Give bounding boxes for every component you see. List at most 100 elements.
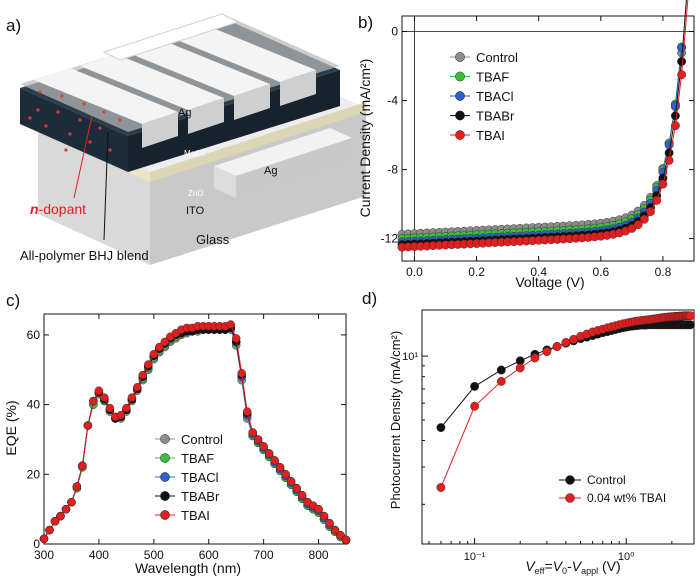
data-point-tbai [50, 517, 60, 526]
legend-marker-tbacl [455, 91, 465, 101]
x-tick-label: 0.6 [592, 265, 609, 279]
legend-label-tbai: TBAI [181, 508, 210, 523]
dopant-dot [68, 132, 72, 136]
y-tick-label: -12 [381, 232, 399, 246]
legend-marker-tbai [455, 130, 465, 140]
legend-label-tbacl: TBACl [476, 89, 514, 104]
data-point-tbai [83, 421, 93, 430]
data-point-tbai [144, 360, 153, 369]
legend-marker-tbabr [455, 110, 465, 121]
ito-layer-side [150, 102, 366, 182]
dopant-dot [78, 118, 82, 122]
y-tick-label: 10¹ [402, 351, 418, 363]
label-n-dopant-suffix: -dopant [39, 201, 87, 217]
legend-label-tbabr: TBABr [476, 109, 515, 124]
x-tick-label: 0.4 [530, 265, 547, 279]
legend-label-control: Control [587, 473, 626, 487]
eqe-chart: 300 400 500 600 700 800 0 20 40 60 Control TBAF TBA… [3, 313, 351, 576]
data-point-tbai [314, 505, 323, 514]
data-point-tbai [226, 320, 235, 329]
data-point-tbai [133, 383, 142, 392]
data-point-tbai [275, 463, 285, 472]
data-point-tbai [253, 435, 263, 444]
data-point-0-04-wt-tbai [515, 363, 525, 373]
label-n-dopant: n-dopant [30, 201, 86, 217]
photocurrent-chart-ylabel: Photocurrent Density (mA/cm²) [388, 331, 403, 509]
legend-label-tbai: TBAI [476, 128, 505, 143]
data-point-tbai [292, 484, 301, 493]
jv-chart-ylabel: Current Density (mA/cm²) [357, 59, 373, 218]
data-point-0-04-wt-tbai [496, 376, 506, 386]
legend-label-tbacl: TBACl [181, 470, 219, 485]
legend-marker-tbacl [160, 472, 170, 482]
jv-chart: 0.0 0.2 0.4 0.6 0.8 0 -4 -8 -12 Control TBAF TBACl… [357, 0, 695, 290]
panel-letter-b: b) [358, 13, 373, 32]
data-point-tbai [242, 407, 252, 416]
data-point-tbabr [671, 111, 680, 121]
y-tick-label: 60 [27, 328, 41, 342]
ag-bar-2-front [188, 98, 224, 134]
data-point-tbabr [664, 148, 674, 158]
ag-side-electrode-front [214, 166, 236, 198]
data-point-tbai [138, 370, 148, 380]
x-tick-label: 300 [34, 548, 54, 562]
y-tick-label: -8 [387, 163, 398, 177]
data-point-tbai [325, 518, 334, 528]
data-point-tbai [237, 369, 246, 378]
device-schematic: Ag MoOx ZnO Ag ITO Glass n-dopant All-po… [20, 13, 366, 265]
xlabel-eff: eff [535, 566, 545, 576]
x-tick-label: 0.2 [468, 265, 485, 279]
ag-bar-4 [172, 26, 316, 82]
ag-bar-1-front [142, 112, 178, 148]
ag-bar-3 [126, 40, 270, 96]
data-point-tbai [39, 534, 49, 543]
data-point-tbai [56, 511, 65, 521]
legend-marker-tbaf [455, 71, 465, 82]
xlabel-minus: - [567, 558, 572, 574]
jv-chart-xlabel: Voltage (V) [515, 274, 584, 290]
x-tick-label: 500 [144, 548, 164, 562]
data-point-tbai [330, 525, 340, 535]
x-tick-label: 800 [309, 548, 329, 562]
data-point-tbai [149, 349, 159, 359]
active-layer-front [20, 88, 128, 172]
data-point-control [470, 381, 479, 391]
pointer-n-dopant [73, 115, 93, 199]
data-point-tbai [160, 337, 170, 347]
label-moox: MoOx [184, 149, 205, 158]
xlabel-v0: V [553, 558, 564, 574]
dopant-dot [82, 102, 86, 106]
data-point-tbai [336, 531, 345, 540]
panel-letter-c: c) [6, 291, 20, 310]
y-tick-label: 20 [27, 467, 41, 481]
y-tick-label: 0 [33, 537, 40, 551]
photocurrent-chart-series [436, 311, 695, 492]
dopant-dot [88, 140, 92, 144]
data-point-tbai [248, 428, 257, 437]
eqe-chart-legend: Control TBAF TBACl TBABr TBAI [155, 432, 223, 523]
data-point-tbai [61, 505, 71, 514]
data-point-0-04-wt-tbai [530, 353, 540, 363]
label-n-dopant-prefix: n [30, 201, 39, 217]
data-point-0-04-wt-tbai [561, 337, 571, 347]
data-point-tbai [677, 70, 686, 80]
data-point-tbai [259, 442, 268, 451]
data-point-tbai [664, 155, 674, 165]
data-point-0-04-wt-tbai [470, 401, 479, 411]
ag-crossbar [102, 13, 240, 61]
x-tick-label: 10⁻¹ [464, 551, 486, 563]
data-point-tbai [89, 396, 98, 406]
data-point-tbai [270, 456, 279, 465]
data-point-tbai [155, 342, 164, 352]
y-tick-label: 40 [27, 398, 41, 412]
data-point-tbai [122, 403, 131, 413]
data-point-tbai [633, 220, 643, 230]
x-tick-label: 400 [89, 548, 109, 562]
data-point-tbai [639, 214, 649, 224]
dopant-dot [38, 90, 42, 94]
legend-label-control: Control [181, 432, 223, 447]
data-point-tbai [45, 525, 54, 535]
legend-marker-tbaf [160, 453, 170, 463]
c-frame [43, 313, 347, 545]
data-point-control [496, 365, 506, 375]
